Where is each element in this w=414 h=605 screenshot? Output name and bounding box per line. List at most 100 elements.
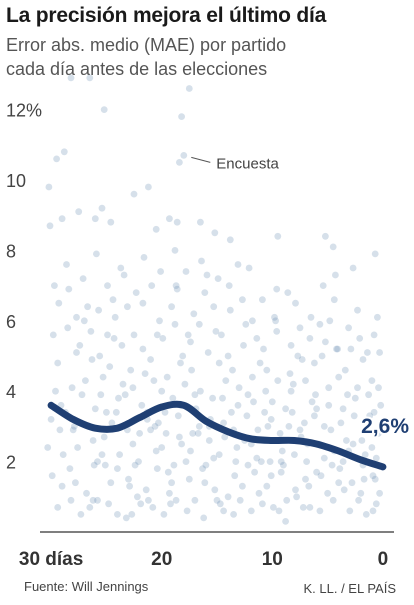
data-point — [103, 408, 110, 416]
data-point — [55, 299, 63, 307]
data-point — [139, 345, 147, 353]
data-point — [230, 511, 238, 518]
data-point — [173, 285, 181, 293]
data-point — [130, 190, 138, 198]
data-point — [335, 479, 343, 487]
data-point — [115, 394, 122, 402]
data-point — [303, 458, 310, 465]
data-point — [335, 373, 343, 381]
data-point — [275, 507, 283, 515]
data-point — [329, 243, 337, 251]
data-point — [307, 313, 315, 321]
data-point — [203, 271, 211, 279]
data-point — [98, 451, 106, 458]
data-point — [316, 507, 324, 515]
x-tick-label: 20 — [151, 549, 172, 570]
data-point — [355, 496, 362, 504]
data-point — [65, 285, 73, 293]
data-point — [171, 247, 179, 254]
data-point — [336, 465, 344, 472]
data-point — [94, 458, 101, 465]
data-point — [91, 215, 99, 223]
data-point — [267, 416, 275, 423]
data-point — [148, 282, 156, 289]
axis-layer: 2 4 6 8 10 12% 30 días 20 10 0 — [6, 101, 394, 570]
data-point — [296, 324, 304, 332]
data-point — [58, 482, 66, 490]
data-point — [67, 496, 75, 504]
data-point — [222, 377, 230, 384]
data-point — [66, 465, 74, 472]
data-point — [147, 356, 155, 363]
data-point — [360, 475, 368, 483]
data-point — [100, 433, 108, 441]
data-point — [121, 391, 129, 399]
data-point — [261, 408, 268, 416]
data-point — [256, 359, 264, 367]
data-point — [44, 444, 52, 451]
data-point — [156, 317, 163, 325]
data-point — [326, 317, 334, 325]
data-point — [371, 475, 379, 483]
data-point — [100, 106, 108, 113]
data-point — [132, 289, 140, 296]
annotation-label: Encuesta — [216, 155, 279, 172]
data-point — [350, 412, 358, 420]
data-point — [330, 296, 338, 304]
data-point — [274, 377, 282, 384]
data-point — [225, 282, 233, 289]
data-point — [187, 447, 194, 455]
data-point — [60, 148, 68, 156]
trend-line — [47, 400, 387, 471]
data-point — [201, 479, 209, 487]
data-point — [282, 518, 289, 525]
data-point — [122, 514, 130, 522]
data-point — [145, 496, 152, 504]
data-point — [358, 437, 366, 444]
trend-end-label: 2,6% — [361, 415, 409, 438]
data-point — [349, 264, 357, 272]
data-point — [292, 299, 299, 307]
data-point — [117, 264, 125, 272]
data-point — [325, 401, 333, 409]
data-point — [282, 405, 289, 413]
data-point — [52, 387, 59, 395]
data-point — [344, 391, 351, 399]
data-point — [149, 504, 157, 511]
data-point — [212, 328, 220, 335]
data-point — [204, 349, 212, 356]
points-layer — [44, 74, 385, 525]
data-point — [172, 282, 180, 289]
data-point — [372, 454, 380, 462]
x-tick-label: 10 — [262, 549, 283, 570]
y-tick-label: 10 — [6, 171, 26, 191]
data-point — [229, 366, 236, 374]
data-point — [231, 472, 239, 480]
data-point — [263, 482, 271, 490]
data-point — [151, 423, 159, 430]
data-point — [97, 391, 105, 399]
data-point — [64, 324, 72, 332]
data-point — [104, 282, 111, 289]
data-point — [354, 306, 361, 314]
data-point — [177, 359, 184, 367]
data-point — [197, 218, 204, 226]
data-point — [189, 430, 197, 437]
data-point — [79, 275, 87, 282]
chart-title: La precisión mejora el último día — [6, 4, 327, 27]
data-point — [114, 465, 121, 472]
source-note: Fuente: Will Jennings — [24, 579, 149, 594]
data-point — [239, 482, 246, 490]
data-point — [180, 152, 188, 159]
data-point — [125, 475, 132, 483]
data-point — [349, 440, 357, 448]
data-point — [158, 387, 166, 395]
data-point — [56, 426, 64, 434]
x-tick-label: 30 días — [19, 549, 83, 570]
data-point — [296, 426, 304, 434]
data-point — [98, 204, 106, 212]
data-point — [114, 511, 121, 518]
data-point — [95, 306, 102, 314]
data-point — [197, 387, 204, 395]
data-point — [337, 419, 345, 427]
